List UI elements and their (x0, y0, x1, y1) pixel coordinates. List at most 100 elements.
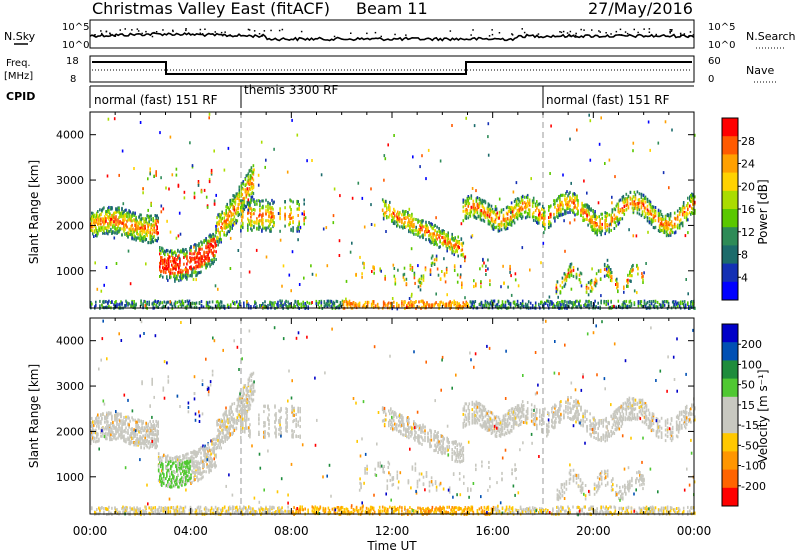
data-cell (543, 222, 545, 226)
data-cell (239, 300, 241, 304)
data-cell (570, 262, 573, 266)
data-cell (149, 237, 151, 241)
data-cell (521, 299, 524, 303)
data-cell (496, 302, 499, 306)
data-cell (335, 299, 338, 303)
data-cell (107, 229, 109, 233)
data-cell (616, 277, 618, 281)
data-cell (431, 261, 434, 265)
data-cell (285, 299, 287, 303)
data-cell (303, 217, 305, 221)
data-cell (525, 304, 528, 308)
data-cell (567, 272, 570, 276)
data-cell (366, 303, 369, 307)
data-cell (467, 303, 470, 307)
data-cell (238, 188, 241, 192)
data-cell (494, 208, 497, 212)
noise-search-point (223, 33, 225, 36)
data-cell (471, 234, 474, 238)
noise-search-point (498, 32, 501, 34)
data-cell (667, 221, 670, 224)
data-cell (98, 425, 100, 428)
data-cell (399, 219, 401, 223)
data-cell (159, 265, 161, 269)
data-cell (506, 212, 509, 216)
data-cell (211, 300, 214, 304)
data-cell (142, 223, 144, 227)
data-cell (273, 223, 275, 227)
data-cell (490, 204, 493, 208)
data-cell (91, 438, 93, 442)
data-cell (504, 303, 507, 307)
data-cell (550, 204, 552, 208)
data-cell (393, 207, 395, 211)
data-cell (396, 307, 399, 311)
data-cell (483, 261, 485, 265)
data-cell (675, 302, 678, 306)
noise-search-point (669, 31, 671, 33)
data-cell (141, 217, 143, 221)
data-cell (100, 431, 102, 435)
data-cell (421, 224, 423, 227)
data-cell (131, 228, 133, 231)
data-cell (200, 240, 202, 244)
data-cell (107, 117, 110, 121)
data-cell (682, 305, 685, 309)
data-cell (245, 182, 248, 186)
data-cell (381, 209, 384, 212)
data-cell (600, 299, 602, 303)
data-cell (219, 305, 222, 309)
data-cell (153, 224, 155, 228)
data-cell (600, 301, 602, 305)
data-cell (584, 303, 587, 307)
data-cell (576, 305, 578, 309)
data-cell (108, 224, 110, 228)
data-cell (197, 182, 200, 185)
data-cell (560, 193, 562, 197)
data-cell (445, 302, 447, 306)
data-cell (521, 195, 524, 199)
data-cell (643, 301, 646, 305)
data-cell (566, 303, 568, 307)
data-cell (622, 305, 625, 309)
data-cell (167, 278, 169, 282)
data-cell (262, 218, 264, 222)
data-cell (478, 201, 481, 205)
noise-search-point (599, 31, 601, 33)
data-cell (566, 300, 568, 304)
data-cell (664, 120, 667, 124)
data-cell (240, 187, 243, 191)
data-cell (256, 202, 258, 206)
data-cell (558, 207, 560, 211)
data-cell (401, 304, 403, 308)
data-cell (451, 124, 453, 127)
data-cell (205, 238, 207, 242)
data-cell (259, 213, 261, 217)
data-cell (469, 209, 472, 213)
data-cell (136, 232, 138, 235)
data-cell (607, 269, 610, 273)
data-cell (461, 285, 463, 289)
data-cell (542, 241, 545, 245)
data-cell (618, 221, 621, 225)
data-cell (671, 128, 673, 132)
data-cell (564, 273, 567, 277)
data-cell (452, 238, 454, 242)
data-cell (193, 196, 196, 200)
data-cell (534, 204, 537, 208)
data-cell (391, 214, 393, 218)
data-cell (488, 220, 491, 224)
data-cell (115, 411, 117, 415)
data-cell (181, 303, 184, 307)
data-cell (208, 246, 210, 250)
data-cell (585, 287, 588, 291)
data-cell (689, 204, 691, 208)
data-cell (110, 437, 112, 441)
data-cell (215, 231, 217, 235)
data-cell (616, 217, 619, 221)
data-cell (495, 225, 498, 229)
data-cell (433, 243, 435, 246)
data-cell (617, 299, 620, 303)
data-cell (245, 195, 248, 199)
data-cell (608, 223, 610, 227)
